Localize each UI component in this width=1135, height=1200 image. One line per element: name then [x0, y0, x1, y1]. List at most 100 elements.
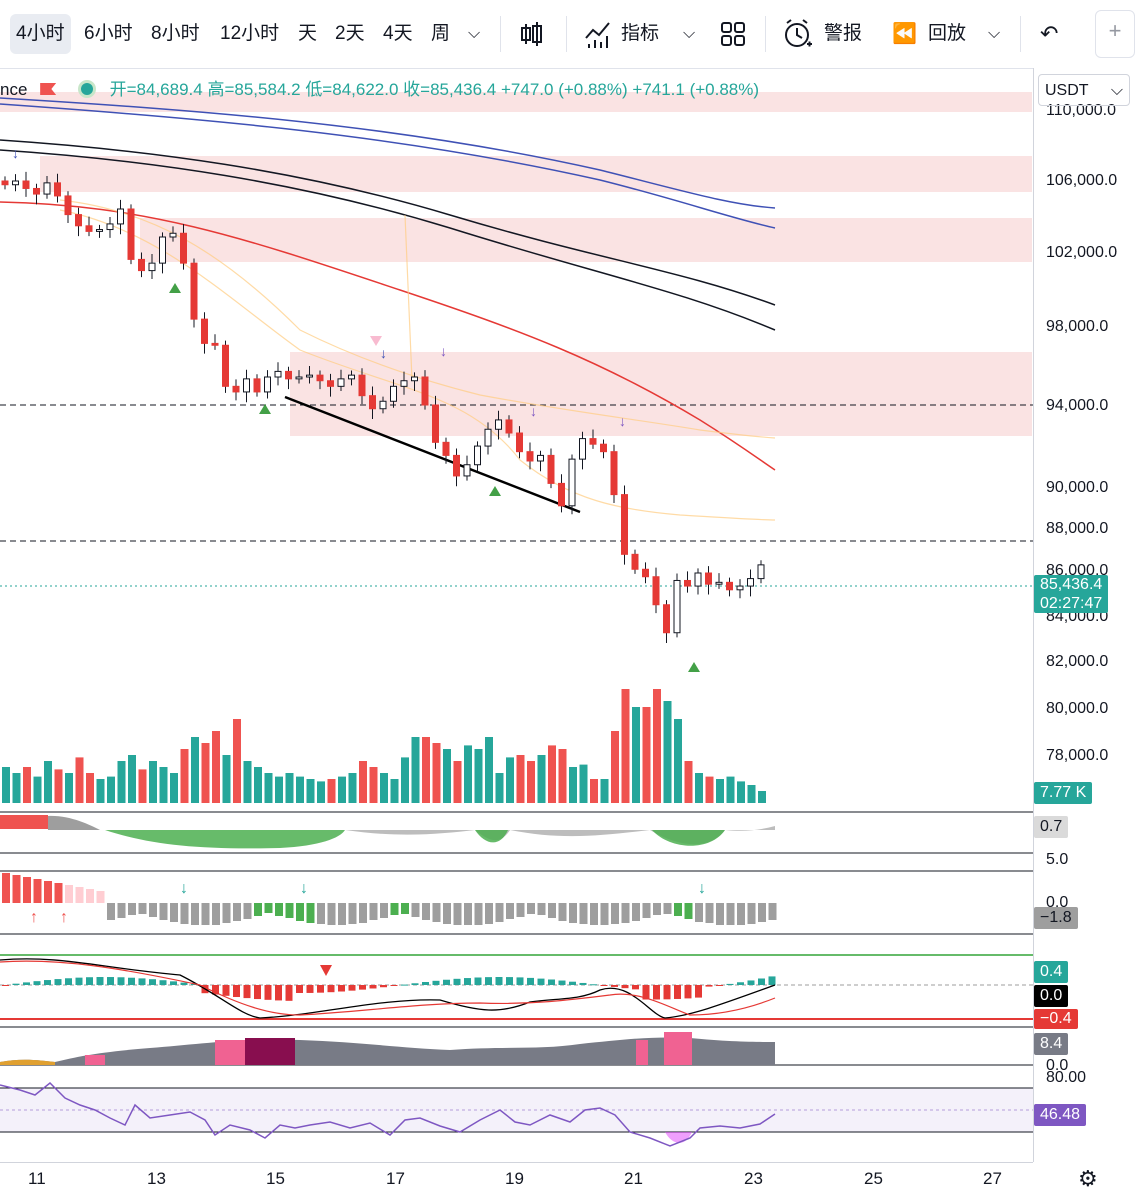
candle[interactable] [43, 182, 51, 195]
candle[interactable] [390, 385, 397, 402]
candle[interactable] [96, 229, 103, 232]
candle[interactable] [526, 451, 534, 462]
alarm-clock-icon[interactable] [783, 14, 813, 54]
candle[interactable] [201, 318, 208, 344]
candle[interactable] [453, 454, 460, 477]
candle[interactable] [579, 438, 586, 460]
candle[interactable] [537, 454, 544, 462]
candle[interactable] [348, 374, 355, 380]
interval-1d[interactable]: 天 [298, 23, 318, 44]
candle[interactable] [358, 374, 366, 397]
candle[interactable] [379, 400, 387, 410]
candle[interactable] [642, 568, 649, 578]
candle[interactable] [652, 576, 660, 606]
candle[interactable] [705, 572, 712, 585]
candle[interactable] [726, 581, 733, 591]
candle[interactable] [747, 578, 754, 587]
candle[interactable] [547, 454, 555, 484]
candle[interactable] [757, 564, 765, 580]
interval-12h[interactable]: 12小时 [220, 23, 280, 44]
chevron-down-icon[interactable]: ⌵ [988, 25, 1001, 42]
candle[interactable] [85, 225, 93, 232]
interval-6h[interactable]: 6小时 [84, 23, 133, 44]
candle[interactable] [337, 378, 345, 387]
candle[interactable] [484, 428, 492, 447]
candle[interactable] [663, 604, 670, 634]
candle[interactable] [684, 579, 691, 587]
candle[interactable] [75, 214, 82, 227]
candle[interactable] [442, 441, 450, 456]
interval-4h[interactable]: 4小时 [10, 14, 71, 54]
candle[interactable] [505, 419, 513, 434]
candle[interactable] [169, 232, 177, 238]
candle[interactable] [12, 180, 19, 186]
candle[interactable] [148, 262, 156, 272]
chevron-down-icon[interactable]: ⌵ [468, 25, 481, 42]
candle[interactable] [190, 262, 198, 320]
candle[interactable] [694, 572, 702, 587]
candle[interactable] [327, 380, 334, 387]
candle[interactable] [138, 258, 145, 272]
candle[interactable] [222, 344, 229, 387]
trend-line[interactable] [284, 395, 581, 514]
interval-1w[interactable]: 周 [431, 23, 451, 44]
candle[interactable] [180, 232, 187, 264]
candle[interactable] [295, 376, 303, 380]
undo-icon[interactable]: ↶ [1040, 21, 1059, 46]
candle[interactable] [421, 376, 429, 406]
candle[interactable] [411, 376, 418, 382]
candle[interactable] [736, 585, 744, 591]
chevron-down-icon[interactable]: ⌵ [683, 25, 696, 42]
candle[interactable] [568, 458, 576, 507]
candle[interactable] [516, 432, 523, 453]
interval-8h[interactable]: 8小时 [151, 23, 200, 44]
candle[interactable] [589, 438, 597, 445]
candle[interactable] [316, 374, 324, 382]
candle[interactable] [558, 482, 565, 507]
layout-grid-icon[interactable] [720, 14, 746, 54]
candle[interactable] [621, 494, 628, 555]
time-axis[interactable]: 11 13 15 17 19 21 23 25 27 [0, 1162, 1033, 1193]
candle[interactable] [54, 182, 61, 197]
candle[interactable] [1, 180, 9, 186]
candle[interactable] [673, 579, 681, 634]
candle[interactable] [306, 374, 313, 378]
candle[interactable] [369, 395, 376, 410]
currency-selector[interactable]: USDT ⌵ [1038, 74, 1130, 106]
candle[interactable] [243, 378, 250, 393]
symbol-name[interactable]: nce [0, 80, 28, 99]
interval-4d[interactable]: 4天 [383, 23, 413, 44]
candle[interactable] [264, 376, 271, 393]
candle[interactable] [274, 370, 282, 378]
candle[interactable] [232, 385, 240, 393]
indicators-button[interactable]: 指标 [621, 23, 660, 44]
price-chart[interactable]: ↓ ↓ ↓ ↓ ↓ ↑ ↑ ↓ ↓ ↓ [0, 0, 1033, 1162]
candle[interactable] [610, 451, 618, 496]
indicators-icon[interactable] [584, 14, 612, 54]
candle[interactable] [211, 342, 219, 346]
interval-2d[interactable]: 2天 [335, 23, 365, 44]
candle[interactable] [159, 236, 166, 264]
candle[interactable] [117, 208, 124, 225]
candle[interactable] [33, 187, 40, 195]
alerts-button[interactable]: 警报 [824, 23, 863, 44]
candle[interactable] [253, 378, 261, 393]
replay-button[interactable]: 回放 [928, 23, 967, 44]
add-icon[interactable]: + [1095, 10, 1135, 58]
candle[interactable] [106, 223, 114, 231]
candle[interactable] [432, 404, 439, 443]
candle[interactable] [64, 195, 72, 216]
candle[interactable] [495, 419, 502, 430]
candle[interactable] [400, 380, 408, 387]
settings-gear-icon[interactable]: ⚙ [1078, 1166, 1098, 1191]
candle[interactable] [285, 370, 292, 380]
candle[interactable] [715, 581, 723, 585]
rewind-icon[interactable]: ⏪ [892, 23, 917, 45]
candle[interactable] [474, 445, 481, 466]
candlestick-type-icon[interactable] [518, 14, 544, 54]
candle[interactable] [631, 553, 639, 570]
candle[interactable] [22, 180, 30, 189]
candle[interactable] [600, 443, 607, 453]
candle[interactable] [463, 464, 471, 477]
candle[interactable] [127, 208, 135, 260]
